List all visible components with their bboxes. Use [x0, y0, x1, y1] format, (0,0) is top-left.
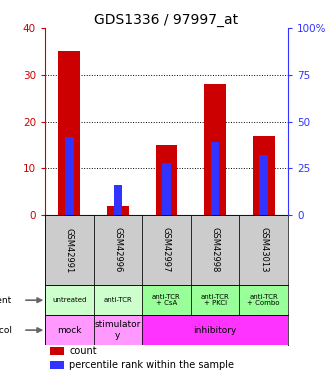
- Bar: [142, 215, 191, 285]
- Text: count: count: [69, 346, 97, 356]
- Bar: [94, 285, 142, 315]
- Bar: [107, 206, 129, 215]
- Text: percentile rank within the sample: percentile rank within the sample: [69, 360, 234, 370]
- Text: anti-TCR
+ Combo: anti-TCR + Combo: [247, 294, 280, 306]
- Bar: [50, 347, 64, 355]
- Bar: [45, 285, 94, 315]
- Bar: [211, 142, 219, 215]
- Text: untreated: untreated: [52, 297, 87, 303]
- Bar: [253, 136, 275, 215]
- Bar: [58, 51, 80, 215]
- Text: mock: mock: [57, 326, 82, 334]
- Bar: [142, 285, 191, 315]
- Bar: [239, 215, 288, 285]
- Text: GSM42991: GSM42991: [65, 228, 74, 273]
- Bar: [191, 285, 239, 315]
- Bar: [191, 215, 239, 285]
- Text: anti-TCR
+ PKCi: anti-TCR + PKCi: [201, 294, 229, 306]
- Text: GSM42998: GSM42998: [210, 228, 220, 273]
- Bar: [114, 185, 122, 215]
- Text: GDS1336 / 97997_at: GDS1336 / 97997_at: [95, 13, 238, 27]
- Bar: [162, 163, 171, 215]
- Text: GSM42996: GSM42996: [113, 228, 123, 273]
- Text: protocol: protocol: [0, 326, 12, 334]
- Bar: [94, 215, 142, 285]
- Text: GSM42997: GSM42997: [162, 228, 171, 273]
- Bar: [239, 285, 288, 315]
- Bar: [50, 361, 64, 369]
- Text: anti-TCR: anti-TCR: [104, 297, 132, 303]
- Bar: [65, 136, 74, 215]
- Bar: [45, 215, 94, 285]
- Text: GSM43013: GSM43013: [259, 227, 268, 273]
- Bar: [142, 315, 288, 345]
- Bar: [259, 155, 268, 215]
- Bar: [45, 315, 94, 345]
- Text: anti-TCR
+ CsA: anti-TCR + CsA: [152, 294, 181, 306]
- Text: agent: agent: [0, 296, 12, 305]
- Bar: [156, 145, 177, 215]
- Bar: [204, 84, 226, 215]
- Text: stimulator
y: stimulator y: [95, 320, 141, 340]
- Bar: [94, 315, 142, 345]
- Text: inhibitory: inhibitory: [193, 326, 237, 334]
